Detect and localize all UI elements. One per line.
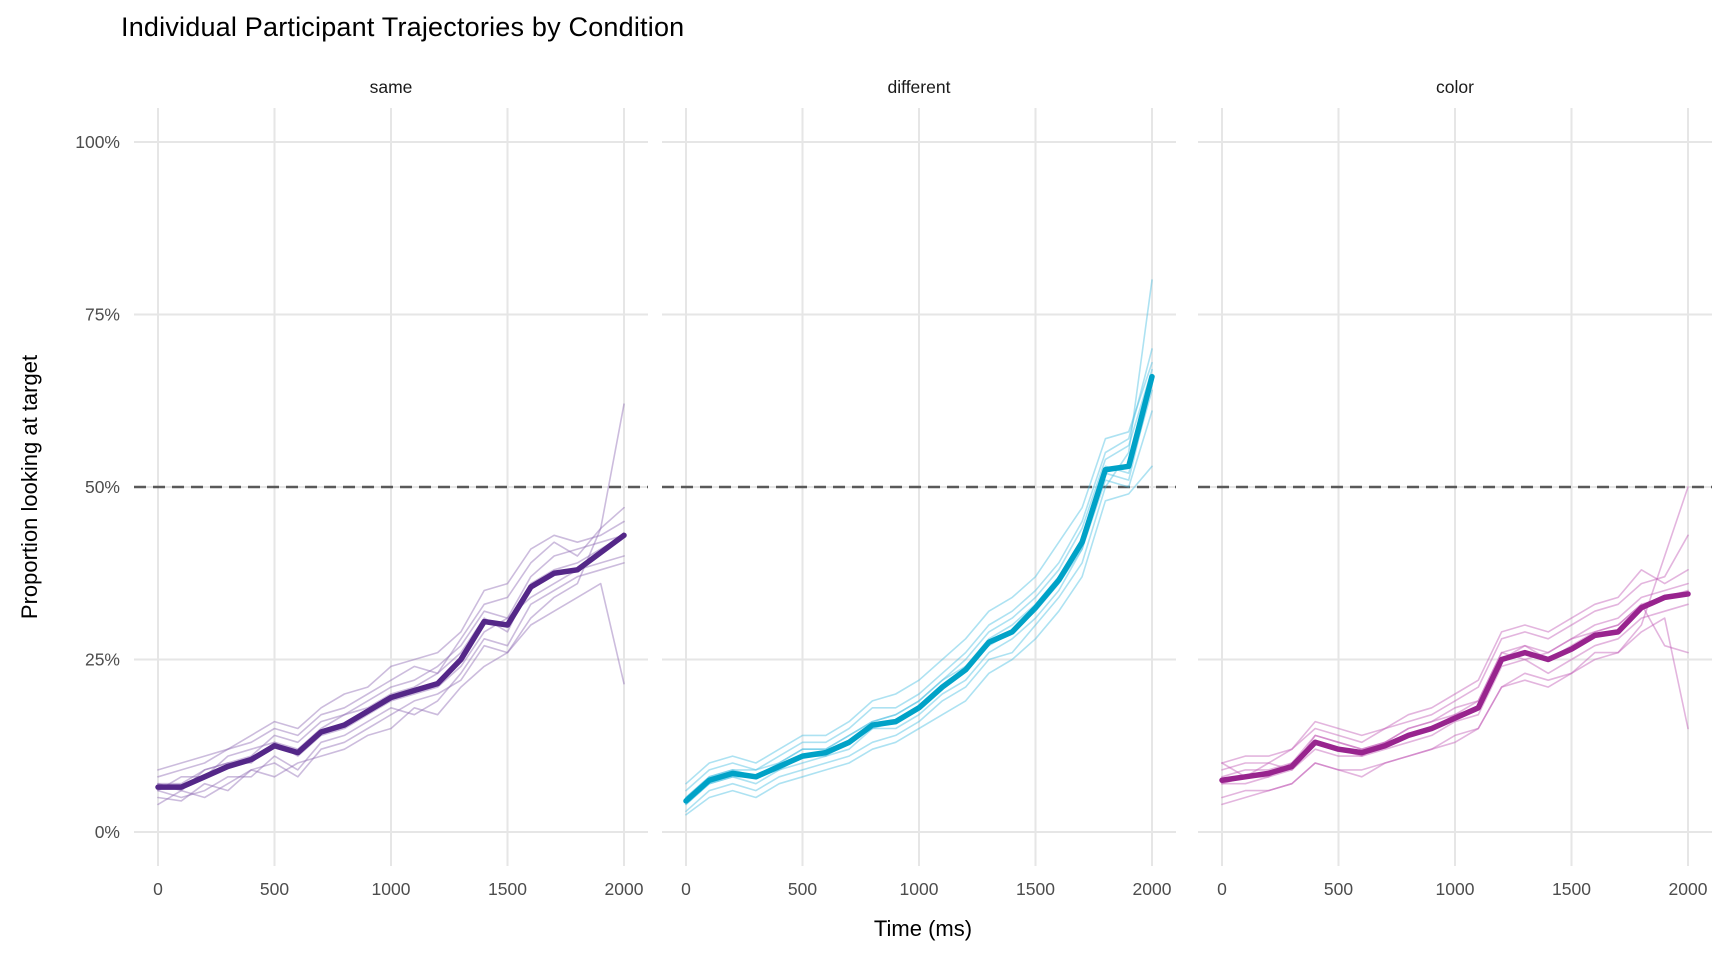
- facet-strip-label: same: [370, 77, 413, 97]
- participant-line: [1221, 617, 1689, 806]
- x-tick-label: 1000: [372, 879, 411, 899]
- x-tick-label: 2000: [1133, 879, 1172, 899]
- participant-line: [1221, 582, 1689, 778]
- participant-line: [685, 410, 1153, 806]
- x-tick-label: 1500: [488, 879, 527, 899]
- facet-strip-label: different: [888, 77, 951, 97]
- y-tick-label: 0%: [95, 822, 120, 842]
- x-axis-title: Time (ms): [873, 916, 973, 941]
- x-tick-label: 500: [1324, 879, 1353, 899]
- participant-line: [685, 348, 1153, 792]
- x-tick-label: 500: [788, 879, 817, 899]
- participant-line: [1221, 568, 1689, 764]
- x-tick-label: 2000: [605, 879, 644, 899]
- x-tick-label: 0: [681, 879, 691, 899]
- participant-line: [157, 534, 625, 785]
- y-tick-label: 50%: [85, 477, 120, 497]
- condition-mean-line: [683, 373, 1155, 804]
- x-tick-label: 500: [260, 879, 289, 899]
- participant-line: [157, 534, 625, 792]
- participant-line: [157, 582, 625, 806]
- x-tick-label: 2000: [1669, 879, 1708, 899]
- x-tick-label: 1000: [900, 879, 939, 899]
- x-tick-label: 1500: [1552, 879, 1591, 899]
- chart-title: Individual Participant Trajectories by C…: [121, 12, 685, 42]
- participant-line: [157, 520, 625, 771]
- x-tick-label: 0: [1217, 879, 1227, 899]
- facet-strip-label: color: [1436, 77, 1474, 97]
- x-tick-label: 1500: [1016, 879, 1055, 899]
- participant-line: [685, 465, 1153, 816]
- participant-line: [1221, 603, 1689, 785]
- y-tick-label: 25%: [85, 650, 120, 670]
- participant-line: [685, 361, 1153, 785]
- participant-line: [157, 506, 625, 778]
- participant-line: [685, 382, 1153, 799]
- condition-mean-line: [155, 532, 627, 790]
- condition-mean-line: [1219, 591, 1691, 783]
- participant-line: [1221, 486, 1689, 799]
- y-tick-label: 75%: [85, 305, 120, 325]
- participant-line: [157, 403, 625, 802]
- participant-line: [1221, 534, 1689, 771]
- participant-line: [157, 562, 625, 799]
- participant-line: [685, 279, 1153, 813]
- x-tick-label: 0: [153, 879, 163, 899]
- y-tick-label: 100%: [75, 132, 120, 152]
- x-tick-label: 1000: [1436, 879, 1475, 899]
